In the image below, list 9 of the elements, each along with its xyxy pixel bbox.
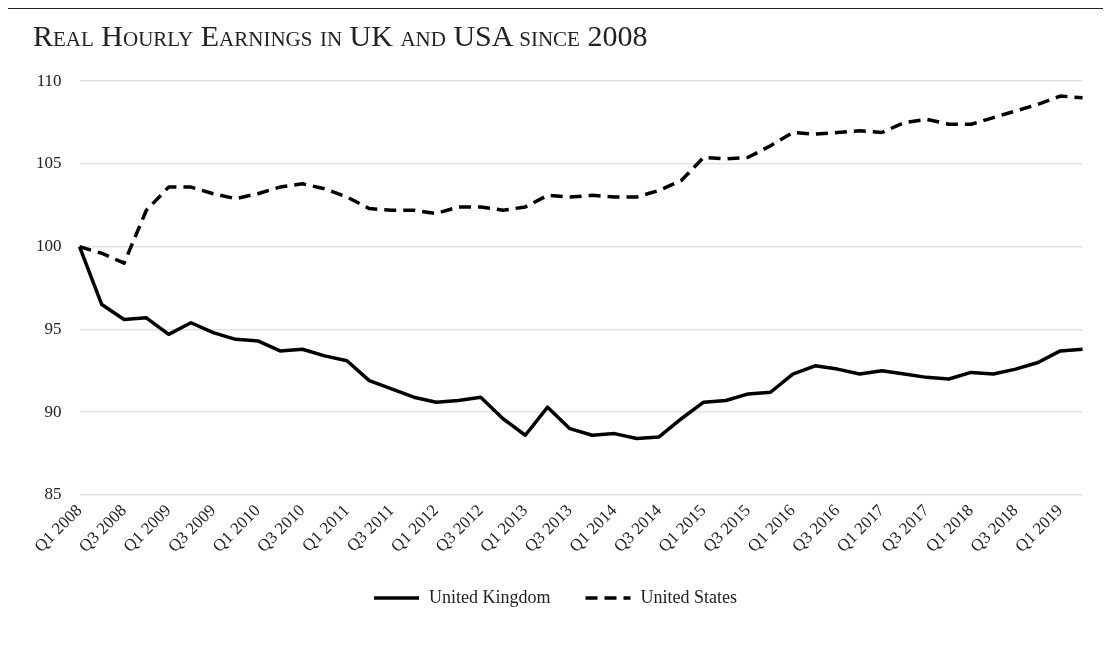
y-tick-label: 100: [36, 236, 62, 256]
y-tick-label: 105: [36, 153, 62, 173]
y-tick-label: 90: [44, 401, 62, 421]
y-tick-label: 95: [44, 318, 62, 338]
legend-label: United States: [640, 586, 737, 607]
y-tick-label: 85: [44, 484, 62, 504]
chart-title: Real Hourly Earnings in UK and USA since 2008: [32, 18, 649, 53]
legend-label: United Kingdom: [429, 586, 551, 607]
y-tick-label: 110: [36, 70, 62, 90]
